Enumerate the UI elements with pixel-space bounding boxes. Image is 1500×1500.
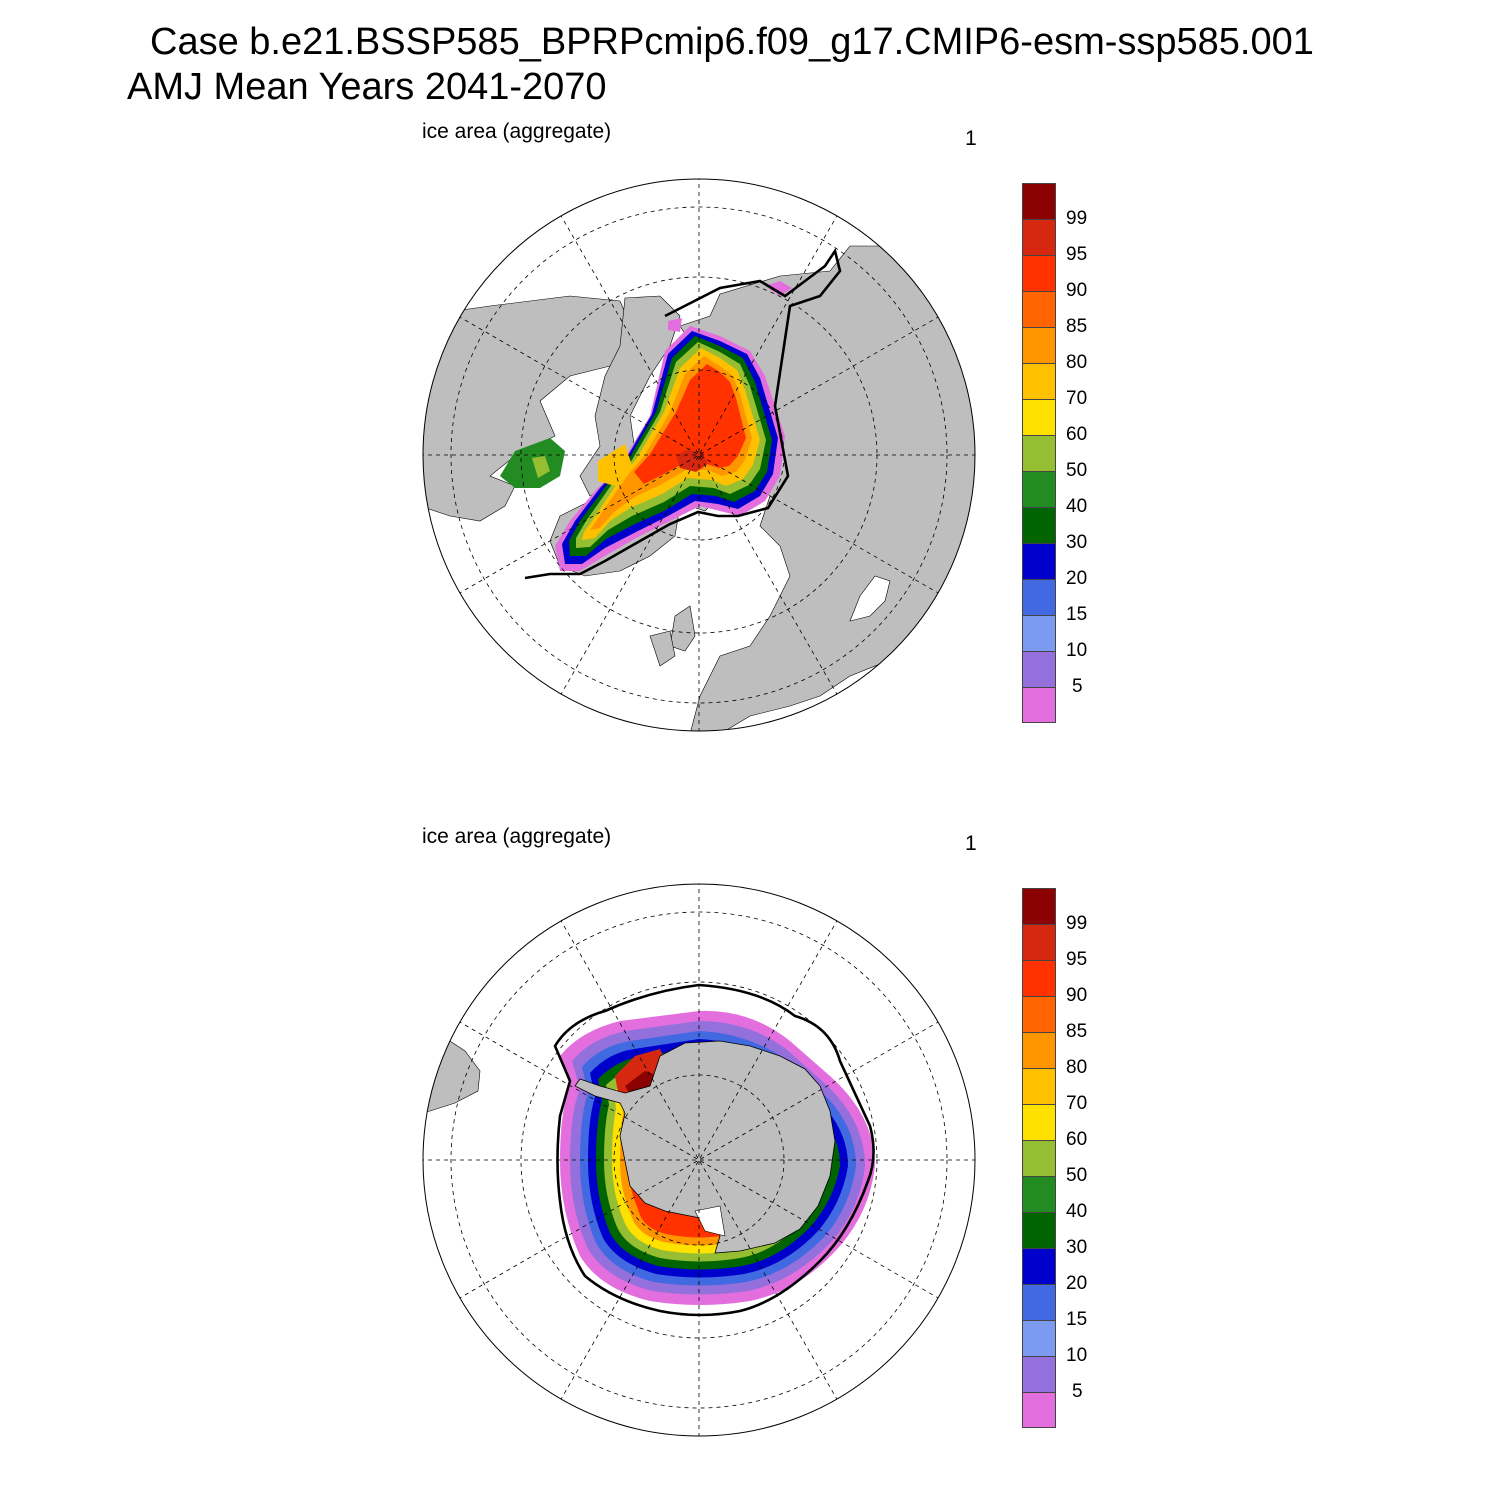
colorbar-tick-label: 15 (1066, 604, 1088, 625)
colorbar-swatch (1022, 1356, 1056, 1392)
north-ice-edge-line (524, 247, 842, 580)
colorbar-tick-label: 30 (1066, 532, 1088, 553)
colorbar-swatch (1022, 219, 1056, 255)
colorbar-swatch (1022, 543, 1056, 579)
colorbar-tick-label: 99 (1066, 208, 1088, 229)
south-ice-edge-line (553, 983, 875, 1317)
colorbar-tick-label: 85 (1066, 1021, 1088, 1042)
colorbar-swatch (1022, 327, 1056, 363)
colorbar-tick-label: 20 (1066, 568, 1088, 589)
colorbar-tick-label: 80 (1066, 352, 1088, 373)
colorbar-swatch (1022, 363, 1056, 399)
north-sea-ice (555, 326, 785, 571)
colorbar-tick-label: 70 (1066, 388, 1088, 409)
figure-title-period: AMJ Mean Years 2041-2070 (127, 66, 607, 108)
colorbar-tick-label: 95 (1066, 244, 1088, 265)
colorbar-swatch (1022, 507, 1056, 543)
colorbar-swatch (1022, 1032, 1056, 1068)
colorbar-tick-label: 70 (1066, 1093, 1088, 1114)
colorbar-tick-label: 90 (1066, 985, 1088, 1006)
north-panel-label: ice area (aggregate) (422, 120, 612, 143)
colorbar-swatch (1022, 651, 1056, 687)
colorbar-swatch (1022, 888, 1056, 924)
colorbar-tick-label: 40 (1066, 1201, 1088, 1222)
colorbar-swatch (1022, 183, 1056, 219)
north-colorbar (1022, 183, 1056, 723)
colorbar-swatch (1022, 687, 1056, 723)
figure-title-case: Case b.e21.BSSP585_BPRPcmip6.f09_g17.CMI… (150, 21, 1314, 63)
colorbar-tick-label: 80 (1066, 1057, 1088, 1078)
colorbar-swatch (1022, 1248, 1056, 1284)
colorbar-tick-label: 15 (1066, 1309, 1088, 1330)
colorbar-tick-label: 90 (1066, 280, 1088, 301)
colorbar-tick-label: 5 (1072, 1381, 1083, 1402)
colorbar-swatch (1022, 924, 1056, 960)
colorbar-swatch (1022, 255, 1056, 291)
colorbar-swatch (1022, 579, 1056, 615)
colorbar-tick-label: 30 (1066, 1237, 1088, 1258)
south-colorbar (1022, 888, 1056, 1428)
graticule (423, 884, 975, 1436)
colorbar-tick-label: 50 (1066, 1165, 1088, 1186)
colorbar-swatch (1022, 960, 1056, 996)
colorbar-swatch (1022, 1284, 1056, 1320)
colorbar-tick-label: 95 (1066, 949, 1088, 970)
south-polar-map (422, 883, 976, 1437)
colorbar-swatch (1022, 1392, 1056, 1428)
colorbar-tick-label: 5 (1072, 676, 1083, 697)
colorbar-swatch (1022, 471, 1056, 507)
colorbar-swatch (1022, 1320, 1056, 1356)
colorbar-tick-label: 20 (1066, 1273, 1088, 1294)
colorbar-swatch (1022, 996, 1056, 1032)
colorbar-swatch (1022, 435, 1056, 471)
colorbar-tick-label: 60 (1066, 424, 1088, 445)
colorbar-swatch (1022, 1176, 1056, 1212)
colorbar-swatch (1022, 291, 1056, 327)
colorbar-swatch (1022, 1068, 1056, 1104)
colorbar-tick-label: 40 (1066, 496, 1088, 517)
north-polar-map (422, 178, 976, 732)
colorbar-swatch (1022, 615, 1056, 651)
colorbar-swatch (1022, 1140, 1056, 1176)
colorbar-tick-label: 10 (1066, 1345, 1088, 1366)
colorbar-tick-label: 10 (1066, 640, 1088, 661)
north-panel-number: 1 (965, 127, 977, 150)
colorbar-tick-label: 60 (1066, 1129, 1088, 1150)
colorbar-swatch (1022, 399, 1056, 435)
south-panel-label: ice area (aggregate) (422, 825, 612, 848)
colorbar-swatch (1022, 1104, 1056, 1140)
colorbar-tick-label: 50 (1066, 460, 1088, 481)
south-panel-number: 1 (965, 832, 977, 855)
colorbar-tick-label: 85 (1066, 316, 1088, 337)
colorbar-swatch (1022, 1212, 1056, 1248)
north-subregion-ice (500, 281, 792, 488)
colorbar-tick-label: 99 (1066, 913, 1088, 934)
